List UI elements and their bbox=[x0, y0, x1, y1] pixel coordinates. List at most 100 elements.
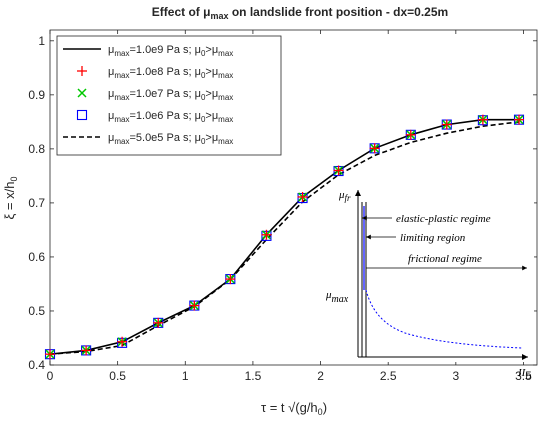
series-1-point bbox=[189, 300, 200, 311]
y-tick-label: 0.6 bbox=[28, 250, 45, 264]
plot-area bbox=[49, 29, 538, 366]
inset-frictional-curve bbox=[365, 289, 523, 349]
limiting-region-label: limiting region bbox=[400, 232, 466, 244]
series-1-point bbox=[81, 345, 92, 356]
legend-label-part: =1.0e6 Pa s; μ bbox=[129, 110, 200, 122]
y-tick-label: 0.5 bbox=[28, 304, 45, 318]
y-axis: 0.4 0.5 0.6 0.7 0.8 0.9 1 bbox=[28, 34, 537, 372]
legend-swatch bbox=[76, 109, 88, 121]
legend-box bbox=[56, 35, 282, 156]
legend-label-part: μ bbox=[108, 66, 114, 78]
y-tick-label: 0.7 bbox=[28, 196, 45, 210]
x-tick-label: 3 bbox=[452, 369, 459, 383]
legend-label-part: >μ bbox=[205, 44, 218, 56]
legend-label: μmax=1.0e7 Pa s; μ0>μmax bbox=[108, 88, 233, 102]
legend-label: μmax=1.0e9 Pa s; μ0>μmax bbox=[108, 44, 233, 58]
series-1-point bbox=[441, 119, 452, 130]
legend-swatch bbox=[77, 66, 87, 76]
legend-label-part: μ bbox=[108, 110, 114, 122]
inset-level-sub: max bbox=[332, 294, 349, 305]
series-1-point bbox=[405, 129, 416, 140]
legend-label-part: max bbox=[114, 115, 129, 124]
legend-label: μmax=1.0e8 Pa s; μ0>μmax bbox=[108, 66, 233, 80]
legend-swatch bbox=[77, 88, 87, 98]
series-1-point bbox=[261, 229, 272, 240]
inset: μfr IID μmax elastic-plastic regime limi… bbox=[325, 184, 534, 381]
series-1-point bbox=[117, 336, 128, 347]
legend-label-part: max bbox=[218, 93, 233, 102]
elastic-plastic-label: elastic-plastic regime bbox=[396, 213, 491, 225]
x-tick-label: 2.5 bbox=[380, 369, 397, 383]
inset-level-label: μmax bbox=[325, 289, 349, 305]
y-axis-label-sub: 0 bbox=[9, 177, 19, 182]
y-tick-label: 0.9 bbox=[28, 88, 45, 102]
series-1-point bbox=[45, 349, 55, 360]
x-tick-label: 0 bbox=[47, 369, 54, 383]
legend-label-part: 0 bbox=[201, 49, 206, 58]
inset-y-label-sub: fr bbox=[345, 193, 352, 203]
legend-label-part: >μ bbox=[205, 110, 218, 122]
legend-label: μmax=1.0e6 Pa s; μ0>μmax bbox=[108, 110, 233, 124]
legend-label-part: =1.0e9 Pa s; μ bbox=[129, 44, 200, 56]
x-tick-label: 1.5 bbox=[245, 369, 262, 383]
chart-title-sub: max bbox=[210, 11, 228, 21]
series-layer bbox=[44, 114, 525, 360]
legend-label: μmax=5.0e5 Pa s; μ0>μmax bbox=[108, 132, 233, 146]
chart-title-part: Effect of bbox=[152, 5, 203, 19]
legend-label-part: 0 bbox=[201, 115, 206, 124]
legend-label-part: >μ bbox=[205, 132, 218, 144]
legend-label-part: >μ bbox=[205, 66, 218, 78]
legend-label-part: μ bbox=[108, 44, 114, 56]
series-1-point bbox=[477, 114, 488, 125]
chart-title-part: μ bbox=[203, 5, 210, 19]
chart-title: Effect of μmax on landslide front positi… bbox=[152, 5, 448, 21]
legend-label-part: μ bbox=[108, 132, 114, 144]
inset-x-label-part: II bbox=[517, 367, 527, 379]
inset-background bbox=[328, 184, 534, 362]
x-axis-label-part: τ = t √(g/h bbox=[261, 400, 318, 415]
y-axis-label: ξ = x/h0 bbox=[2, 177, 19, 220]
series-1-point bbox=[333, 165, 344, 176]
series-1-point bbox=[297, 191, 308, 202]
x-tick-label: 3.5 bbox=[515, 369, 532, 383]
frictional-regime-label: frictional regime bbox=[408, 253, 482, 265]
x-axis: 0 0.5 1 1.5 2 2.5 3 3.5 bbox=[47, 30, 532, 383]
legend-label-part: max bbox=[114, 93, 129, 102]
legend-label-part: =1.0e7 Pa s; μ bbox=[129, 88, 200, 100]
x-tick-label: 1 bbox=[182, 369, 189, 383]
x-axis-label-part: ) bbox=[323, 400, 327, 415]
legend-label-part: max bbox=[218, 115, 233, 124]
inset-level-part: μ bbox=[325, 289, 332, 301]
legend-label-part: max bbox=[218, 137, 233, 146]
legend-label-part: max bbox=[114, 137, 129, 146]
legend-label-part: =1.0e8 Pa s; μ bbox=[129, 66, 200, 78]
x-axis-label-sub: 0 bbox=[318, 407, 323, 417]
legend-label-part: max bbox=[114, 49, 129, 58]
x-axis-label: τ = t √(g/h0) bbox=[261, 400, 327, 417]
y-tick-label: 0.8 bbox=[28, 142, 45, 156]
series-1-point bbox=[153, 317, 164, 328]
y-tick-label: 0.4 bbox=[28, 358, 45, 372]
inset-x-label-sub: D bbox=[524, 372, 531, 381]
legend-label-part: >μ bbox=[205, 88, 218, 100]
series-1-point bbox=[369, 143, 380, 154]
inset-x-axis-label: IID bbox=[517, 367, 531, 381]
x-tick-label: 0.5 bbox=[109, 369, 126, 383]
y-axis-label-part: ξ = x/h bbox=[2, 182, 17, 220]
legend-label-part: 0 bbox=[201, 137, 206, 146]
legend-label-part: max bbox=[218, 49, 233, 58]
y-tick-label: 1 bbox=[38, 34, 45, 48]
series-line-0 bbox=[49, 118, 519, 355]
inset-y-axis-label: μfr bbox=[338, 189, 351, 203]
legend-label-part: max bbox=[218, 71, 233, 80]
series-1-point bbox=[514, 114, 525, 125]
legend-label-part: 0 bbox=[201, 71, 206, 80]
inset-y-label-part: μ bbox=[338, 189, 345, 201]
legend-label-part: μ bbox=[108, 88, 114, 100]
legend-label-part: =5.0e5 Pa s; μ bbox=[129, 132, 200, 144]
legend-label-part: max bbox=[114, 71, 129, 80]
x-tick-label: 2 bbox=[317, 369, 324, 383]
series-1-point bbox=[225, 274, 236, 285]
